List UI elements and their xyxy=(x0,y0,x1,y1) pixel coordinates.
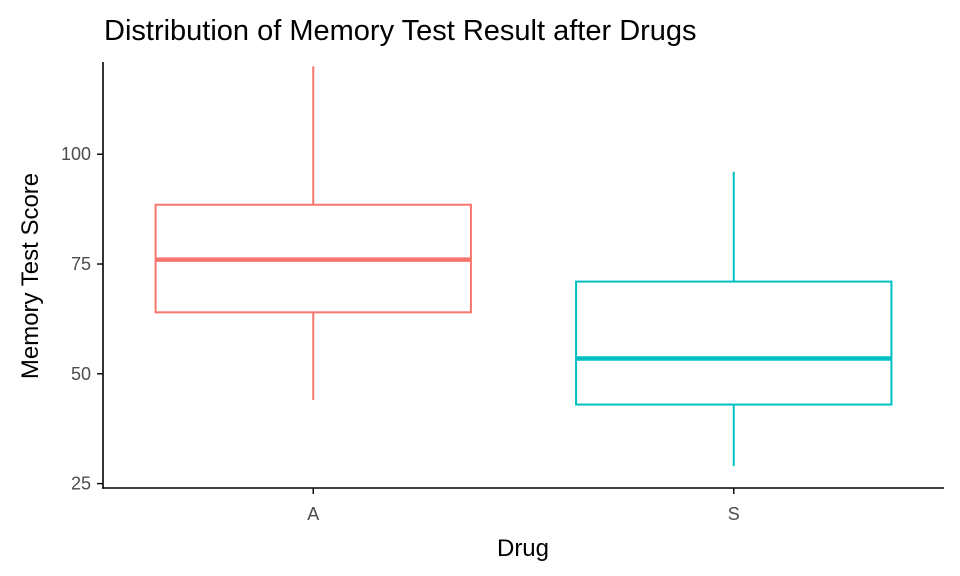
x-tick-label: S xyxy=(728,504,740,524)
chart-title: Distribution of Memory Test Result after… xyxy=(104,15,697,47)
x-axis-label: Drug xyxy=(497,535,549,562)
y-tick-label: 50 xyxy=(71,364,91,384)
y-tick-label: 75 xyxy=(71,254,91,274)
y-axis-label: Memory Test Score xyxy=(17,173,44,379)
y-tick-label: 100 xyxy=(61,144,91,164)
plot-area: 25 50 75 100 A S xyxy=(61,62,944,524)
y-tick-label: 25 xyxy=(71,474,91,494)
box-S xyxy=(575,280,893,406)
x-tick-label: A xyxy=(307,504,319,524)
